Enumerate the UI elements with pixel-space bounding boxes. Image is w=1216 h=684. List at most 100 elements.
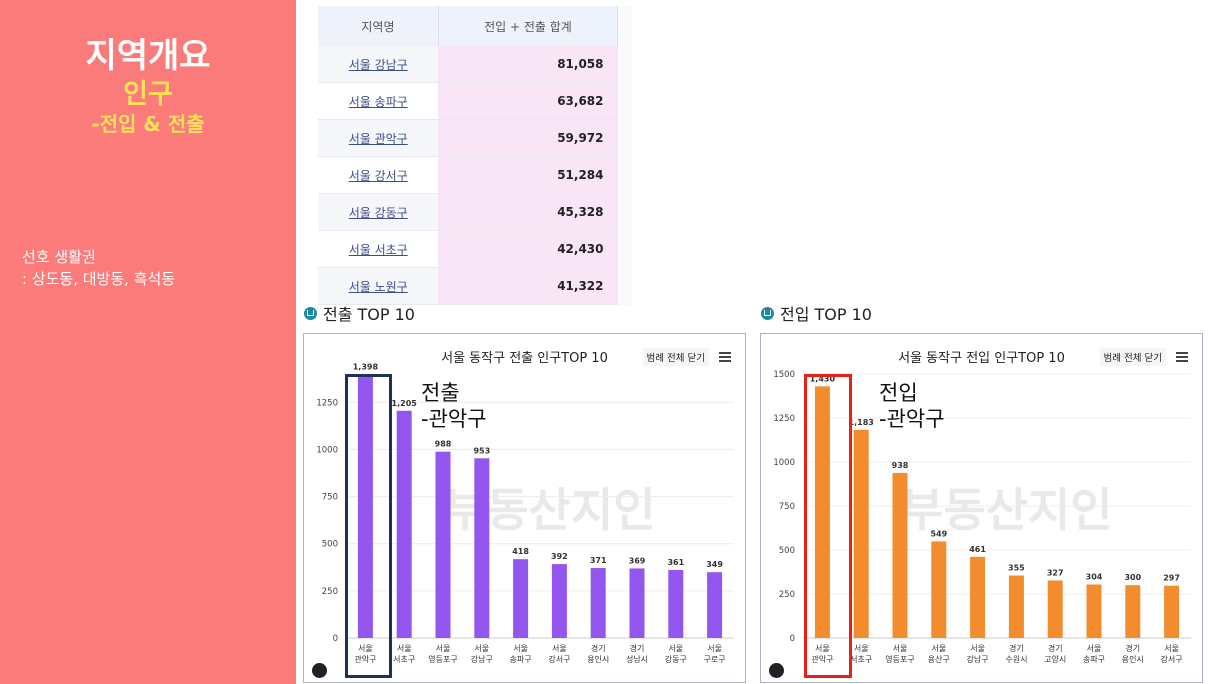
- x-tick-label: 서초구: [850, 655, 872, 664]
- bar: [814, 386, 830, 638]
- data-label: 418: [512, 547, 529, 556]
- legend-toggle-button[interactable]: 범례 전체 닫기: [642, 348, 709, 366]
- bar: [668, 569, 684, 638]
- y-tick-label: 1250: [773, 414, 795, 424]
- region-link[interactable]: 서울 강남구: [348, 57, 408, 72]
- y-tick-label: 750: [779, 502, 795, 512]
- menu-icon[interactable]: [1176, 352, 1188, 362]
- data-label: 938: [892, 461, 909, 470]
- x-tick-label: 경기: [591, 643, 606, 653]
- data-label: 327: [1047, 568, 1064, 577]
- table-row: 서울 관악구 59,972: [318, 119, 632, 157]
- section-in-label: 전입 TOP 10: [780, 305, 872, 324]
- y-tick-label: 1500: [773, 370, 795, 380]
- region-link[interactable]: 서울 강동구: [348, 205, 408, 220]
- table-row: 서울 강동구 45,328: [318, 193, 632, 231]
- home-icon: [304, 306, 317, 320]
- x-tick-label: 용인시: [1122, 654, 1144, 664]
- legend-toggle-button[interactable]: 범례 전체 닫기: [1099, 348, 1166, 366]
- sum-value: 81,058: [438, 46, 618, 83]
- x-tick-label: 서울: [1164, 644, 1179, 653]
- menu-icon[interactable]: [719, 352, 731, 362]
- x-tick-label: 서울: [436, 644, 451, 653]
- page-subtitle: 인구: [123, 79, 173, 110]
- bar: [1086, 584, 1102, 638]
- table-row: 서울 송파구 63,682: [318, 82, 632, 120]
- x-tick-label: 용산구: [928, 654, 950, 664]
- x-tick-label: 영등포구: [428, 654, 457, 664]
- x-tick-label: 서울: [358, 644, 373, 653]
- chart-in-annotation: 전입 -관악구: [879, 381, 945, 431]
- page-subtitle-detail: -전입 & 전출: [91, 112, 205, 136]
- chart-in-panel: 부동산지인 0 250 500 750 1000 1250 1500 1,430 서울 관악구 1,…: [760, 333, 1203, 683]
- x-tick-label: 서울: [513, 644, 528, 653]
- section-out-heading: 전출 TOP 10: [304, 301, 415, 325]
- region-link[interactable]: 서울 송파구: [348, 94, 408, 109]
- x-tick-label: 서울: [854, 644, 869, 653]
- x-tick-label: 송파구: [1083, 655, 1105, 664]
- x-tick-label: 경기: [1009, 643, 1024, 653]
- bar: [396, 410, 412, 638]
- x-tick-label: 고양시: [1044, 655, 1066, 664]
- sum-value: 59,972: [438, 119, 618, 157]
- bar: [1125, 585, 1141, 638]
- region-link[interactable]: 서울 강서구: [348, 168, 408, 183]
- bar: [435, 451, 451, 638]
- x-tick-label: 서울: [931, 644, 946, 653]
- y-tick-label: 750: [322, 493, 338, 503]
- bar: [629, 568, 645, 638]
- bar: [551, 564, 567, 638]
- sidebar-panel: 지역개요 인구 -전입 & 전출 선호 생활권 : 상도동, 대방동, 흑석동: [0, 0, 296, 684]
- region-link[interactable]: 서울 서초구: [348, 242, 408, 257]
- x-tick-label: 서울: [707, 644, 722, 653]
- y-tick-label: 1000: [316, 445, 338, 455]
- data-label: 361: [667, 558, 684, 567]
- x-tick-label: 강서구: [1161, 654, 1183, 664]
- highlight-box-in: [804, 374, 852, 678]
- x-tick-label: 용인시: [587, 654, 609, 664]
- table-row: 서울 노원구 41,322: [318, 267, 632, 305]
- chart-out-annotation: 전출 -관악구: [421, 381, 487, 431]
- note-line-1: 선호 생활권: [22, 248, 96, 266]
- y-tick-label: 0: [790, 634, 795, 644]
- x-tick-label: 영등포구: [885, 654, 914, 664]
- y-tick-label: 500: [779, 546, 795, 556]
- table-row: 서울 서초구 42,430: [318, 230, 632, 268]
- data-label: 953: [473, 446, 490, 455]
- bar: [1047, 580, 1063, 638]
- data-label: 1,183: [849, 418, 874, 427]
- data-label: 369: [629, 556, 646, 565]
- bar: [513, 559, 529, 638]
- x-tick-label: 구로구: [704, 655, 726, 664]
- bar: [357, 374, 373, 638]
- bar: [931, 541, 947, 638]
- x-tick-label: 서초구: [393, 655, 415, 664]
- data-label: 988: [435, 440, 452, 449]
- data-label: 355: [1008, 564, 1025, 573]
- y-tick-label: 1250: [316, 398, 338, 408]
- x-tick-label: 강서구: [548, 654, 570, 664]
- sum-value: 41,322: [438, 267, 618, 305]
- bar: [590, 568, 606, 638]
- x-tick-label: 서울: [668, 644, 683, 653]
- region-link[interactable]: 서울 노원구: [348, 279, 408, 294]
- data-label: 461: [969, 545, 986, 554]
- data-label: 549: [930, 529, 947, 538]
- brand-logo-icon: [769, 663, 784, 678]
- region-link[interactable]: 서울 관악구: [348, 131, 408, 146]
- bar: [1164, 585, 1180, 638]
- bar: [892, 472, 908, 638]
- x-tick-label: 서울: [474, 644, 489, 653]
- data-label: 1,205: [392, 399, 418, 408]
- header-sum: 전입 + 전출 합계: [438, 6, 619, 46]
- header-region: 지역명: [318, 6, 439, 46]
- data-label: 349: [706, 560, 723, 569]
- bar: [1008, 575, 1024, 638]
- table-header-row: 지역명 전입 + 전출 합계: [318, 6, 632, 46]
- sum-value: 51,284: [438, 156, 618, 194]
- sum-value: 63,682: [438, 82, 618, 120]
- y-tick-label: 1000: [773, 458, 795, 468]
- brand-logo-icon: [312, 663, 327, 678]
- x-tick-label: 관악구: [354, 654, 376, 664]
